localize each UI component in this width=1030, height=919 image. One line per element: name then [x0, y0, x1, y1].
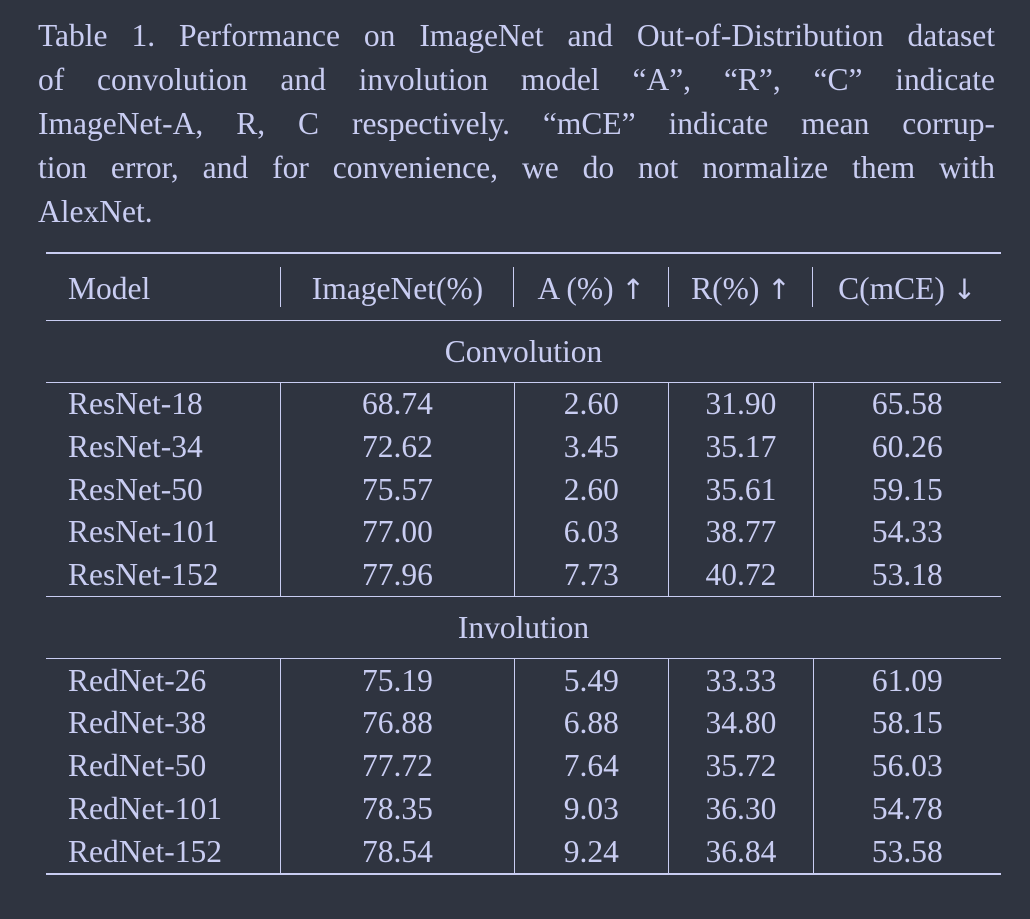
cell-imagenet: 68.74 — [280, 381, 515, 426]
cell-c: 59.15 — [871, 471, 943, 507]
table-row: ResNet-18 68.74 2.60 31.90 65.58 — [46, 381, 1001, 426]
cell-c: 54.78 — [871, 790, 943, 826]
section-title: Convolution — [46, 320, 1001, 383]
cell-imagenet: 78.35 — [280, 787, 515, 831]
header-a: A (%) ↑ — [514, 252, 669, 321]
cell-imagenet: 78.54 — [280, 830, 515, 875]
cell-c: 53.58 — [813, 830, 1001, 875]
cell-r: 35.72 — [668, 744, 814, 788]
cell-model: ResNet-34 — [46, 425, 282, 469]
header-c: C(mCE) ↓ — [813, 252, 1001, 321]
header-imagenet: ImageNet(%) — [280, 252, 515, 321]
cell-r: 40.72 — [668, 553, 814, 597]
table-row: RedNet-38 76.88 6.88 34.80 58.15 — [46, 702, 1001, 745]
cell-model: RedNet-38 — [46, 702, 282, 745]
cell-c: 58.15 — [871, 705, 943, 741]
table-row: RedNet-26 75.19 5.49 33.33 61.09 — [46, 658, 1001, 703]
cell-c: 53.18 — [871, 557, 943, 593]
cell-a: 2.60 — [514, 468, 670, 512]
table-row: RedNet-152 78.54 9.24 36.84 53.58 — [46, 830, 1001, 875]
down-arrow-icon: ↓ — [952, 273, 977, 306]
cell-imagenet: 75.19 — [280, 658, 515, 703]
cell-a: 7.64 — [514, 744, 670, 788]
cell-a: 3.45 — [514, 425, 670, 469]
cell-c: 65.58 — [813, 381, 1001, 426]
cell-model: ResNet-50 — [46, 468, 282, 512]
cell-model: RedNet-101 — [46, 787, 282, 831]
cell-c: 56.03 — [871, 748, 943, 784]
cell-model: RedNet-152 — [46, 830, 282, 875]
table-row: ResNet-101 77.00 6.03 38.77 54.33 — [46, 511, 1001, 554]
cell-imagenet: 77.72 — [280, 744, 515, 788]
cell-c: 60.26 — [871, 429, 943, 465]
cell-imagenet: 77.00 — [280, 511, 515, 554]
table-row: ResNet-152 77.96 7.73 40.72 53.18 — [46, 553, 1001, 597]
cell-r: 33.33 — [668, 658, 814, 703]
section-header-row: Convolution — [46, 320, 1001, 383]
table-row: RedNet-50 77.72 7.64 35.72 56.03 — [46, 744, 1001, 788]
header-row: Model ImageNet(%) A (%) ↑ R(%) ↑ C(mCE) … — [46, 252, 1001, 321]
cell-r: 35.61 — [668, 468, 814, 512]
cell-c: 61.09 — [813, 658, 1001, 703]
cell-r: 36.84 — [668, 830, 814, 875]
cell-model: RedNet-50 — [46, 744, 282, 788]
cell-a: 5.49 — [514, 658, 670, 703]
cell-r: 34.80 — [668, 702, 814, 745]
cell-a: 6.88 — [514, 702, 670, 745]
cell-imagenet: 76.88 — [280, 702, 515, 745]
cell-model: ResNet-152 — [46, 553, 282, 597]
results-table-container: Model ImageNet(%) A (%) ↑ R(%) ↑ C(mCE) … — [46, 252, 1001, 875]
cell-model: ResNet-18 — [46, 381, 282, 426]
cell-a: 7.73 — [514, 553, 670, 597]
caption-line: of convolution and involution model “A”,… — [38, 62, 995, 97]
header-r: R(%) ↑ — [668, 252, 814, 321]
cell-model: RedNet-26 — [46, 658, 282, 703]
cell-r: 38.77 — [668, 511, 814, 554]
cell-a: 9.24 — [514, 830, 670, 875]
cell-imagenet: 77.96 — [280, 553, 515, 597]
cell-a: 9.03 — [514, 787, 670, 831]
caption-line: ImageNet-A, R, C respectively. “mCE” ind… — [38, 106, 995, 141]
table-caption: Table 1. Performance on ImageNet and Out… — [38, 14, 995, 234]
table-row: ResNet-50 75.57 2.60 35.61 59.15 — [46, 468, 1001, 512]
cell-a: 6.03 — [514, 511, 670, 554]
cell-model: ResNet-101 — [46, 511, 282, 554]
caption-line: AlexNet. — [38, 194, 153, 229]
up-arrow-icon: ↑ — [621, 273, 645, 306]
caption-line: tion error, and for convenience, we do n… — [38, 150, 995, 185]
cell-c: 54.33 — [871, 514, 943, 550]
header-model: Model — [46, 252, 281, 321]
section-header-row: Involution — [46, 596, 1001, 659]
cell-a: 2.60 — [514, 381, 670, 426]
results-table: Model ImageNet(%) A (%) ↑ R(%) ↑ C(mCE) … — [46, 252, 1001, 875]
table-row: RedNet-101 78.35 9.03 36.30 54.78 — [46, 787, 1001, 831]
cell-imagenet: 72.62 — [280, 425, 515, 469]
table-row: ResNet-34 72.62 3.45 35.17 60.26 — [46, 425, 1001, 469]
cell-r: 36.30 — [668, 787, 814, 831]
caption-line: Table 1. Performance on ImageNet and Out… — [38, 18, 995, 53]
cell-r: 31.90 — [668, 381, 814, 426]
cell-r: 35.17 — [668, 425, 814, 469]
section-title: Involution — [46, 596, 1001, 659]
cell-imagenet: 75.57 — [280, 468, 515, 512]
up-arrow-icon: ↑ — [767, 273, 791, 306]
